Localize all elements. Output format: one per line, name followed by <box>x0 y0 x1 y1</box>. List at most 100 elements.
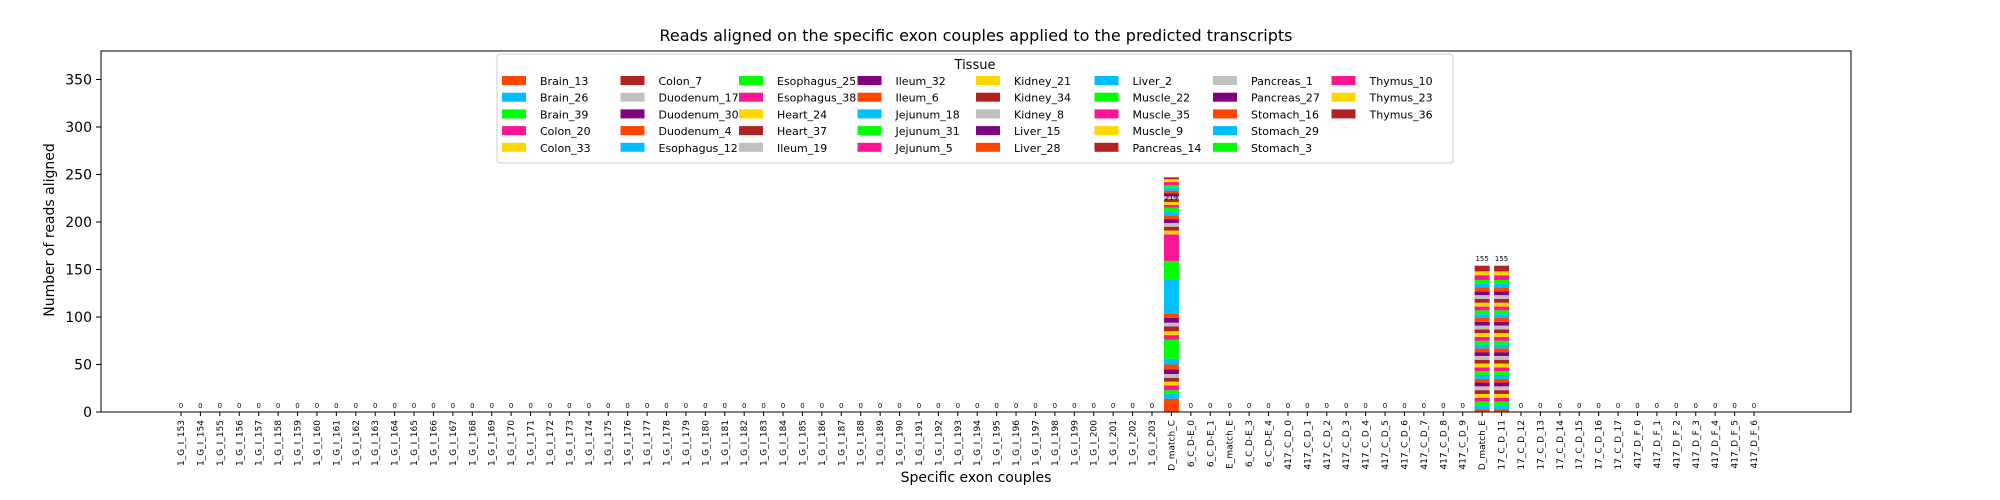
x-tick-label: 1_G_I_174 <box>585 420 595 466</box>
bar-total-label: 0 <box>664 402 668 410</box>
x-tick-label: 1_G_I_179 <box>682 420 692 466</box>
bar-segment <box>1163 184 1179 188</box>
x-tick-label: 1_G_I_193 <box>954 420 964 466</box>
x-tick-label: 6_C_D-E_1 <box>1206 420 1216 467</box>
bar-segment <box>1163 230 1179 235</box>
bar-segment <box>1494 329 1510 334</box>
legend-label: Esophagus_12 <box>659 142 738 155</box>
bar-segment <box>1494 298 1510 303</box>
x-tick-label: 417_D_F_1 <box>1653 420 1663 469</box>
x-tick-label: 417_D_F_3 <box>1692 420 1702 469</box>
legend-label: Stomach_16 <box>1251 108 1319 121</box>
bar-segment <box>1494 310 1510 315</box>
bar-total-label: 0 <box>1732 402 1736 410</box>
x-axis-label: Specific exon couples <box>901 470 1052 486</box>
legend-swatch <box>1213 126 1237 136</box>
bar-segment <box>1474 287 1490 292</box>
x-tick-label: 1_G_I_155 <box>216 420 226 466</box>
bar-segment <box>1163 374 1179 378</box>
x-tick-label: 1_G_I_166 <box>429 420 439 466</box>
bar-total-label: 0 <box>606 402 610 410</box>
bar-segment <box>1474 374 1490 379</box>
x-tick-label: 417_C_D_7 <box>1420 420 1430 470</box>
x-tick-label: 1_G_I_180 <box>701 420 711 466</box>
bar-segment <box>1163 358 1179 365</box>
legend-swatch <box>502 126 526 136</box>
legend-label: Jejunum_18 <box>895 108 960 121</box>
bar-total-label: 0 <box>723 402 727 410</box>
x-tick-label: 1_G_I_185 <box>798 420 808 466</box>
bar-total-label: 0 <box>897 402 901 410</box>
legend-swatch <box>1094 76 1119 85</box>
x-tick-label: 1_G_I_157 <box>255 420 265 466</box>
bar-segment <box>1494 321 1510 326</box>
legend-label: Duodenum_17 <box>659 92 739 105</box>
x-tick-label: 17_C_D_11 <box>1498 420 1508 470</box>
x-tick-label: 1_G_I_188 <box>857 420 867 466</box>
legend-label: Pancreas_27 <box>1251 92 1320 105</box>
bars-layer <box>1163 177 1510 412</box>
plot-frame <box>100 50 1852 413</box>
bar-segment <box>1163 222 1179 227</box>
bar-total-labels: 0 0 0 0 0 0 0 0 0 0 0 0 0 0 0 0 0 0 0 0 0 0 0 0 0 0 0 0 0 0 0 0 0 0 0 0 0 0 0 0… <box>179 194 1756 410</box>
legend-label: Stomach_3 <box>1251 142 1312 155</box>
bar-total-label: 0 <box>975 402 979 410</box>
bar-segment <box>1474 321 1490 326</box>
x-tick-label: 1_G_I_172 <box>546 420 556 466</box>
legend-swatch <box>620 76 645 85</box>
bar-segment <box>1494 390 1510 394</box>
bar-total-label: 0 <box>1441 402 1445 410</box>
legend-label: Pancreas_14 <box>1133 142 1202 155</box>
x-tick-label: 417_C_D_0 <box>1284 420 1294 470</box>
bar-segment <box>1494 386 1510 391</box>
bar-segment <box>1474 295 1490 299</box>
bar-total-label: 0 <box>1422 402 1426 410</box>
legend-label: Kidney_21 <box>1014 75 1071 88</box>
x-tick-label: 1_G_I_203 <box>1148 420 1158 466</box>
x-tick-label: D_match_C <box>1167 420 1177 471</box>
bar-total-label: 0 <box>1558 402 1562 410</box>
bar-total-label: 0 <box>1616 402 1620 410</box>
legend-swatch <box>502 109 526 119</box>
bar-total-label: 0 <box>1538 402 1542 410</box>
legend-label: Colon_33 <box>540 142 591 155</box>
legend-swatch <box>1331 76 1356 85</box>
legend-label: Liver_2 <box>1133 75 1172 88</box>
bar-total-label: 0 <box>625 402 629 410</box>
x-tick-label: 1_G_I_163 <box>371 420 381 466</box>
bar-segment <box>1494 382 1510 387</box>
bar-segment <box>1474 386 1490 391</box>
bar-segment <box>1163 339 1179 359</box>
bar-segment <box>1494 265 1510 272</box>
x-tick-label: 417_C_D_3 <box>1342 420 1352 470</box>
legend-label: Brain_39 <box>540 108 588 121</box>
bar-segment <box>1494 279 1510 284</box>
x-tick-label: 6_C_D-E_0 <box>1187 420 1197 467</box>
bar-segment <box>1494 340 1510 345</box>
bar-total-label: 0 <box>1519 402 1523 410</box>
bar-segment <box>1494 363 1510 368</box>
bar-segment <box>1163 215 1179 220</box>
x-tick-label: 417_D_F_0 <box>1634 420 1644 469</box>
legend-swatch <box>739 76 763 85</box>
bar-total-label: 0 <box>1286 402 1290 410</box>
bar-total-label: 0 <box>470 402 474 410</box>
x-tick-label: 1_G_I_159 <box>294 420 304 466</box>
bar-segment <box>1494 359 1510 364</box>
legend-swatch <box>1213 92 1237 102</box>
legend-label: Muscle_9 <box>1133 125 1184 138</box>
bar-segment <box>1494 348 1510 353</box>
bar-total-label: 0 <box>1208 402 1212 410</box>
bar-segment <box>1494 302 1510 307</box>
x-tick-label: 1_G_I_187 <box>837 420 847 466</box>
bar-segment <box>1494 295 1510 299</box>
bar-segment <box>1494 401 1510 406</box>
x-tick-label: 17_C_D_12 <box>1517 420 1527 470</box>
x-tick-label: 417_C_D_2 <box>1323 420 1333 470</box>
legend-label: Muscle_35 <box>1133 108 1191 121</box>
bar-segment <box>1474 329 1490 334</box>
bar-total-label: 0 <box>373 402 377 410</box>
bar-total-label: 0 <box>1752 402 1756 410</box>
bar-segment <box>1163 219 1179 223</box>
y-tick-label: 300 <box>65 120 92 136</box>
